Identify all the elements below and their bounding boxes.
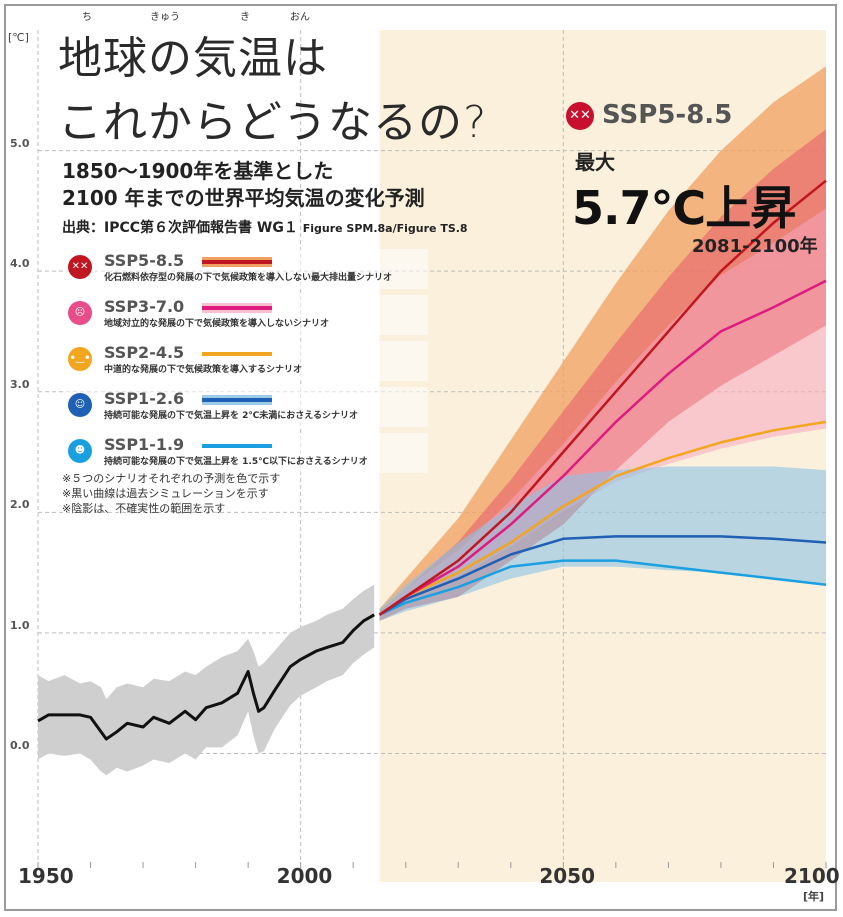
note-1: ※５つのシナリオそれぞれの予測を色で示す bbox=[62, 472, 281, 485]
band-ssp5-85-inner bbox=[379, 129, 826, 621]
smiling-face-icon: ☺ bbox=[68, 393, 92, 417]
legend-name: SSP1-2.6 bbox=[104, 389, 185, 408]
legend-description: 中道的な発展の下で気候政策を導入するシナリオ bbox=[104, 365, 303, 375]
subtitle-line1: 1850〜1900年を基準とした bbox=[62, 159, 334, 183]
legend-name: SSP1-1.9 bbox=[104, 435, 185, 454]
legend-item bbox=[64, 387, 428, 427]
legend-swatch bbox=[202, 398, 272, 402]
line-historical bbox=[37, 613, 375, 741]
note-3: ※陰影は、不確実性の範囲を示す bbox=[62, 502, 226, 515]
source-citation: 出典：IPCC第６次評価報告書 WG１ Figure SPM.8a/Figure… bbox=[62, 217, 468, 237]
y-axis-unit: [℃] bbox=[8, 31, 29, 44]
legend-name: SSP3-7.0 bbox=[104, 297, 185, 316]
legend-description: 持続可能な発展の下で気温上昇を 2℃未満におさえるシナリオ bbox=[104, 411, 359, 421]
y-tick-label: 5.0 bbox=[10, 136, 30, 150]
ruby-on: おん bbox=[290, 12, 310, 23]
grinning-face-icon: ☻ bbox=[68, 439, 92, 463]
legend-description: 持続可能な発展の下で気温上昇を 1.5℃以下におさえるシナリオ bbox=[104, 457, 368, 467]
band-ssp3-70 bbox=[379, 208, 826, 618]
max-period: 2081-2100年 bbox=[692, 236, 818, 257]
legend-swatch bbox=[202, 352, 272, 356]
line-ssp245 bbox=[378, 420, 827, 616]
x-tick-label: 1950 bbox=[18, 864, 74, 888]
highlight-scenario: SSP5-8.5 bbox=[602, 100, 733, 130]
y-tick-label: 4.0 bbox=[10, 257, 30, 271]
legend-item bbox=[64, 341, 428, 381]
dizzy-face-icon: ✕✕ bbox=[566, 102, 594, 130]
legend-swatch bbox=[202, 444, 272, 448]
legend-description: 化石燃料依存型の発展の下で気候政策を導入しない最大排出量シナリオ bbox=[104, 273, 393, 283]
legend-name: SSP2-4.5 bbox=[104, 343, 185, 362]
band-ssp5-85 bbox=[379, 66, 826, 621]
page-title-line1: 地球の気温は bbox=[58, 33, 328, 84]
max-value: 5.7℃上昇 bbox=[572, 181, 796, 235]
legend-swatch bbox=[202, 260, 272, 264]
dizzy-face-icon: ✕✕ bbox=[68, 255, 92, 279]
page-title-line2: これからどうなるの? bbox=[58, 97, 488, 148]
ruby-chi: ち bbox=[82, 12, 92, 23]
band-historical bbox=[38, 584, 375, 776]
ruby-ki: き bbox=[240, 12, 250, 23]
line-ssp370 bbox=[378, 279, 827, 616]
y-tick-label: 2.0 bbox=[10, 498, 30, 512]
legend-name: SSP5-8.5 bbox=[104, 251, 185, 270]
neutral-face-icon: •‿• bbox=[68, 347, 92, 371]
line-ssp126 bbox=[378, 535, 827, 616]
legend-item bbox=[64, 433, 428, 473]
source-main: 出典：IPCC第６次評価報告書 WG１ bbox=[62, 220, 298, 236]
note-2: ※黒い曲線は過去シミュレーションを示す bbox=[62, 487, 269, 500]
subtitle-line2: 2100 年までの世界平均気温の変化予測 bbox=[62, 186, 425, 210]
line-ssp585 bbox=[378, 179, 827, 616]
line-ssp119 bbox=[378, 559, 827, 616]
legend-swatch bbox=[202, 306, 272, 310]
source-figure: Figure SPM.8a/Figure TS.8 bbox=[302, 222, 468, 235]
legend-item bbox=[64, 295, 428, 335]
worried-face-icon: ☹ bbox=[68, 301, 92, 325]
y-tick-label: 1.0 bbox=[10, 618, 30, 632]
ruby-kyu: きゅう bbox=[150, 12, 180, 23]
chart-frame bbox=[4, 4, 837, 911]
legend-description: 地域対立的な発展の下で気候政策を導入しないシナリオ bbox=[104, 319, 330, 329]
max-label: 最大 bbox=[575, 150, 615, 174]
y-tick-label: 0.0 bbox=[10, 739, 30, 753]
band-ssp1-26 bbox=[379, 466, 826, 621]
legend-item bbox=[64, 249, 428, 289]
x-tick-label: 2100 bbox=[784, 864, 840, 888]
y-tick-label: 3.0 bbox=[10, 377, 30, 391]
x-axis-unit: [年] bbox=[803, 890, 825, 903]
x-tick-label: 2050 bbox=[539, 864, 595, 888]
x-tick-label: 2000 bbox=[276, 864, 333, 888]
